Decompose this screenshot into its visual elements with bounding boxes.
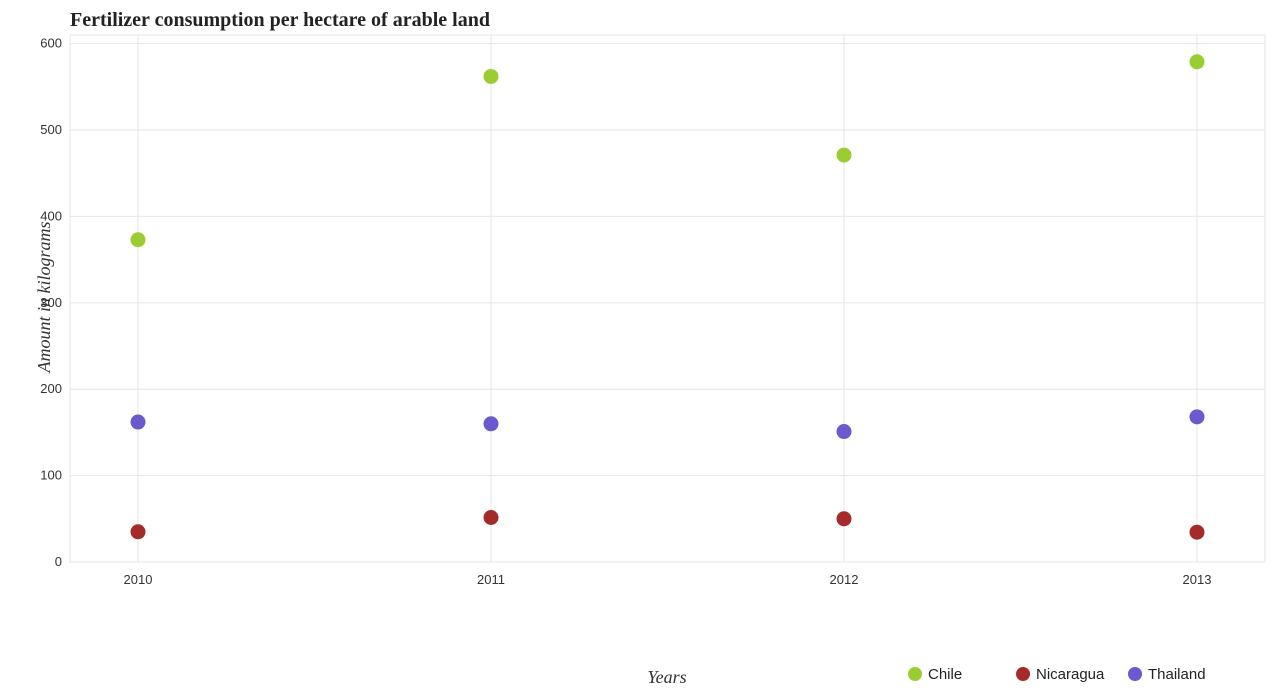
legend-marker-nicaragua — [1016, 667, 1030, 681]
y-tick-label: 600 — [40, 36, 62, 51]
y-tick-label: 500 — [40, 122, 62, 137]
legend-label-thailand: Thailand — [1148, 666, 1206, 683]
point-nicaragua — [130, 524, 146, 540]
point-thailand — [836, 424, 852, 440]
y-tick-label: 100 — [40, 468, 62, 483]
y-tick-label: 200 — [40, 381, 62, 396]
x-tick-label: 2011 — [477, 572, 505, 587]
point-chile — [1189, 54, 1205, 70]
grid — [69, 34, 1266, 563]
y-axis-label: Amount in kilograms — [34, 222, 54, 374]
plot-area — [69, 34, 1266, 563]
data-points — [130, 54, 1205, 540]
legend-label-chile: Chile — [928, 666, 962, 683]
legend-marker-thailand — [1128, 667, 1142, 681]
x-tick-label: 2010 — [124, 572, 153, 587]
point-nicaragua — [1189, 524, 1205, 540]
point-nicaragua — [836, 511, 852, 527]
x-tick-label: 2013 — [1183, 572, 1212, 587]
point-chile — [483, 68, 499, 84]
y-tick-label: 0 — [55, 554, 62, 569]
x-axis-label: Years — [647, 667, 686, 687]
point-thailand — [483, 416, 499, 432]
y-axis: 0 100 200 300 400 500 600 — [40, 36, 62, 569]
chart-title: Fertilizer consumption per hectare of ar… — [70, 9, 490, 31]
y-tick-label: 400 — [40, 208, 62, 223]
point-thailand — [130, 414, 146, 430]
point-thailand — [1189, 409, 1205, 425]
point-chile — [836, 147, 852, 163]
legend: Chile Nicaragua Thailand — [908, 666, 1206, 683]
y-tick-label: 300 — [40, 295, 62, 310]
legend-label-nicaragua: Nicaragua — [1036, 666, 1105, 683]
x-tick-label: 2012 — [830, 572, 859, 587]
point-chile — [130, 232, 146, 248]
legend-marker-chile — [908, 667, 922, 681]
x-axis: 2010 2011 2012 2013 — [124, 572, 1212, 587]
point-nicaragua — [483, 510, 499, 526]
